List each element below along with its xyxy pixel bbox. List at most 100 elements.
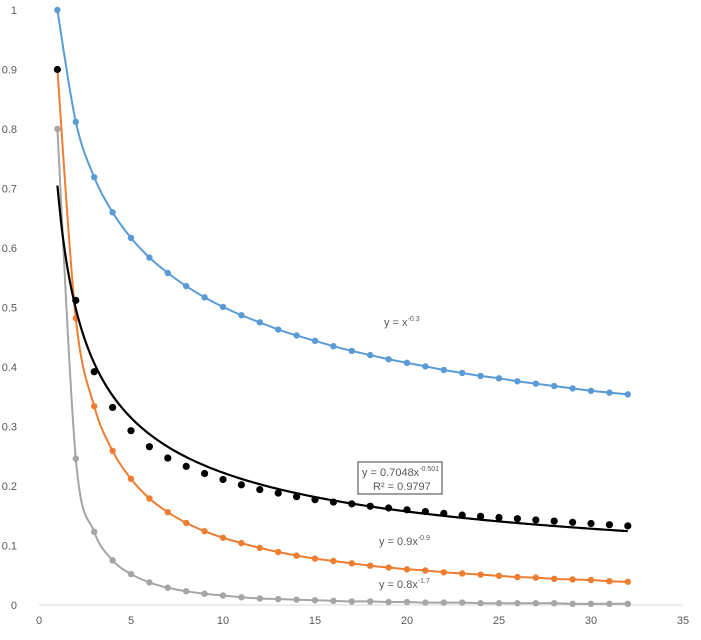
data-point bbox=[293, 332, 300, 339]
x-tick-label: 35 bbox=[677, 615, 689, 627]
equation-label-series-1: y = x-0.3 bbox=[384, 316, 420, 329]
data-point bbox=[495, 572, 503, 580]
data-point bbox=[219, 592, 227, 599]
data-point bbox=[183, 519, 190, 527]
data-point bbox=[495, 600, 503, 607]
data-point bbox=[146, 254, 153, 261]
data-point bbox=[513, 515, 522, 523]
data-point bbox=[348, 598, 355, 605]
y-tick-label: 0.3 bbox=[2, 422, 17, 434]
data-point bbox=[219, 303, 227, 311]
data-point bbox=[183, 588, 190, 595]
data-point bbox=[256, 595, 263, 602]
data-point bbox=[606, 389, 613, 396]
data-point bbox=[330, 557, 337, 565]
data-point bbox=[367, 598, 374, 605]
data-point bbox=[311, 597, 319, 604]
data-point bbox=[54, 6, 61, 14]
data-point bbox=[201, 590, 208, 597]
data-point bbox=[164, 508, 171, 516]
data-point bbox=[569, 576, 576, 583]
data-point bbox=[127, 570, 135, 578]
y-tick-label: 1 bbox=[11, 5, 17, 17]
trendline-layer bbox=[56, 185, 628, 533]
data-point bbox=[624, 600, 631, 608]
data-point bbox=[54, 125, 61, 133]
data-point bbox=[109, 447, 116, 455]
data-point bbox=[514, 378, 521, 385]
x-tick-label: 30 bbox=[585, 615, 597, 627]
data-point bbox=[348, 347, 355, 355]
data-point bbox=[293, 596, 300, 603]
equation-label-series-2: y = 0.9x-0.9 bbox=[379, 535, 430, 548]
y-tick-label: 0.8 bbox=[2, 124, 17, 136]
data-point bbox=[53, 65, 62, 74]
data-point bbox=[532, 600, 539, 607]
data-point bbox=[330, 597, 337, 605]
data-point bbox=[256, 544, 263, 552]
data-point bbox=[219, 475, 227, 484]
data-point bbox=[477, 600, 484, 607]
series-layer bbox=[53, 6, 632, 608]
data-point bbox=[403, 359, 411, 367]
x-tick-label: 20 bbox=[401, 615, 413, 627]
data-point bbox=[275, 548, 282, 556]
data-point bbox=[164, 584, 171, 591]
data-point bbox=[495, 375, 503, 382]
y-tick-label: 0.7 bbox=[2, 184, 17, 196]
data-point bbox=[90, 368, 98, 376]
data-point bbox=[91, 403, 98, 410]
data-point bbox=[551, 600, 558, 607]
data-point bbox=[293, 552, 300, 559]
data-point bbox=[569, 600, 576, 608]
data-point bbox=[182, 462, 190, 470]
data-point bbox=[219, 534, 227, 541]
power-trendline bbox=[56, 185, 628, 533]
data-point bbox=[183, 282, 190, 290]
data-point bbox=[72, 118, 80, 126]
data-point bbox=[587, 600, 595, 608]
series-3 bbox=[54, 125, 631, 608]
data-point bbox=[385, 564, 392, 571]
data-point bbox=[532, 574, 539, 581]
trendline-r-squared: R² = 0.9797 bbox=[373, 481, 431, 493]
data-point bbox=[606, 600, 613, 608]
data-point bbox=[146, 579, 153, 586]
x-tick-label: 25 bbox=[493, 615, 505, 627]
series-line bbox=[56, 128, 628, 605]
data-point bbox=[569, 385, 576, 392]
data-point bbox=[311, 555, 319, 562]
data-point bbox=[109, 403, 117, 412]
series-4 bbox=[53, 65, 632, 530]
data-point bbox=[293, 493, 301, 501]
data-point bbox=[440, 599, 447, 606]
y-tick-label: 0.2 bbox=[2, 481, 17, 493]
data-point bbox=[127, 234, 135, 242]
x-tick-label: 0 bbox=[36, 615, 42, 627]
trendline-label-border bbox=[357, 461, 443, 495]
data-point bbox=[385, 598, 392, 606]
y-tick-label: 0.4 bbox=[2, 362, 17, 374]
data-point bbox=[477, 571, 484, 578]
data-point bbox=[91, 528, 98, 536]
data-point bbox=[238, 539, 245, 547]
y-tick-label: 0.9 bbox=[2, 65, 17, 77]
data-point bbox=[275, 326, 282, 333]
data-point bbox=[238, 594, 245, 601]
data-point bbox=[477, 372, 484, 380]
data-point bbox=[274, 489, 282, 497]
data-point bbox=[532, 516, 540, 524]
data-point bbox=[495, 513, 503, 522]
data-point bbox=[624, 522, 632, 530]
data-point bbox=[459, 599, 466, 606]
data-point bbox=[551, 575, 558, 583]
data-point bbox=[606, 578, 613, 585]
data-point bbox=[532, 380, 539, 387]
data-point bbox=[237, 481, 245, 489]
data-point bbox=[72, 455, 80, 462]
data-point bbox=[422, 363, 429, 370]
data-point bbox=[459, 369, 466, 377]
data-point bbox=[348, 560, 355, 567]
data-point bbox=[311, 337, 319, 345]
